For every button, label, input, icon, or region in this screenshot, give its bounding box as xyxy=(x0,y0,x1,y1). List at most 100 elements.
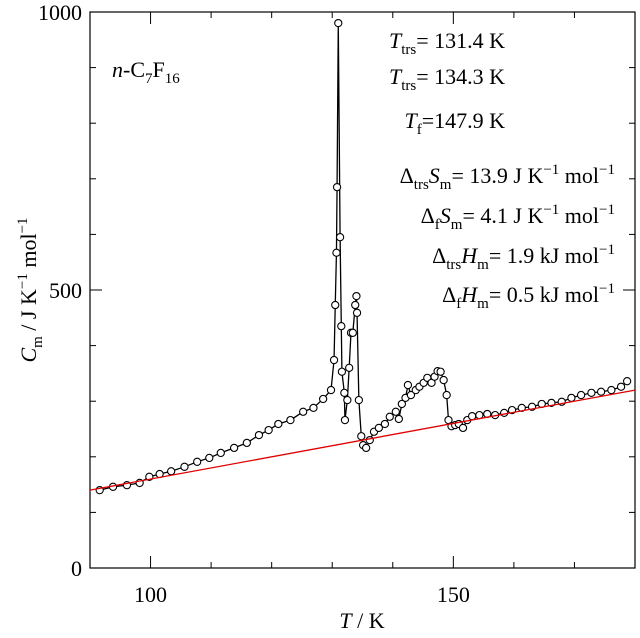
annotation-part: trs xyxy=(414,177,429,193)
compound-label: n-C7F16 xyxy=(112,57,180,87)
data-point xyxy=(596,387,606,396)
compound-label-part: 7 xyxy=(145,71,153,87)
data-point xyxy=(576,390,586,400)
data-point xyxy=(458,423,468,433)
data-point xyxy=(299,407,308,416)
data-point xyxy=(309,403,318,413)
data-point xyxy=(351,300,360,310)
y-axis-label-part: C xyxy=(16,348,41,363)
y-axis-label: Cm / J K−1 mol−1 xyxy=(15,217,46,362)
compound-label-part: n xyxy=(112,57,123,82)
data-point xyxy=(354,395,364,405)
annotation-part: m xyxy=(477,257,489,273)
data-point xyxy=(616,382,626,391)
data-point xyxy=(332,248,341,257)
annotation-part: −1 xyxy=(599,281,615,297)
data-point xyxy=(403,380,413,390)
y-axis-label-part: −1 xyxy=(15,273,31,289)
data-point xyxy=(352,291,361,301)
x-tick-label: 150 xyxy=(437,582,470,607)
data-point xyxy=(180,462,189,471)
data-point xyxy=(406,390,416,400)
data-point xyxy=(229,443,239,453)
data-point xyxy=(318,394,328,404)
annotation-part: = 13.9 J K xyxy=(451,163,543,188)
data-point xyxy=(361,443,371,453)
data-point xyxy=(587,388,596,398)
data-point xyxy=(385,412,394,421)
annotation-part: H xyxy=(460,243,478,268)
data-point xyxy=(254,430,264,440)
y-axis-label-part: mol xyxy=(16,233,41,273)
annotation-part: T xyxy=(389,64,403,89)
data-point xyxy=(374,423,383,433)
data-point xyxy=(332,182,342,192)
x-tick-label: 100 xyxy=(134,582,167,607)
data-point xyxy=(334,18,343,28)
data-point xyxy=(365,435,374,445)
annotation-part: trs xyxy=(401,78,416,94)
x-axis-label: T / K xyxy=(339,608,384,633)
annotation-part: mol xyxy=(559,203,599,228)
annotation-part: −1 xyxy=(543,162,559,178)
x-axis-label-part: T xyxy=(339,608,353,633)
y-axis-label-part: m xyxy=(30,336,46,348)
data-point xyxy=(380,419,390,429)
data-point xyxy=(348,328,357,337)
annotation-part: Δ xyxy=(442,282,456,307)
data-point xyxy=(335,233,345,242)
data-point xyxy=(442,390,451,400)
y-tick-label: 1000 xyxy=(38,0,82,25)
y-axis-label-part: −1 xyxy=(15,217,31,233)
data-point xyxy=(242,438,251,448)
annotation-part: S xyxy=(429,163,440,188)
annotation: Ttrs= 131.4 K xyxy=(389,28,505,58)
annotation-part: T xyxy=(389,28,403,53)
data-point xyxy=(331,300,340,310)
compound-label-part: F xyxy=(153,57,165,82)
data-line xyxy=(89,389,636,491)
annotation: ΔtrsHm= 1.9 kJ mol−1 xyxy=(432,242,615,273)
annotation-part: −1 xyxy=(543,202,559,218)
annotation-part: T xyxy=(404,108,418,133)
data-point xyxy=(205,453,214,463)
annotation: ΔfHm= 0.5 kJ mol−1 xyxy=(442,281,615,312)
data-point xyxy=(467,412,477,421)
y-axis-label-part: / J K xyxy=(16,289,41,336)
annotation-part: −1 xyxy=(599,162,615,178)
y-tick-label: 500 xyxy=(49,278,82,303)
annotation-part: = 0.5 kJ mol xyxy=(489,282,599,307)
annotation-part: = 1.9 kJ mol xyxy=(489,243,599,268)
data-point xyxy=(357,432,366,441)
data-point xyxy=(391,407,400,416)
data-point xyxy=(345,363,354,372)
data-point xyxy=(337,367,347,376)
data-point xyxy=(343,395,352,405)
data-point xyxy=(439,375,448,385)
annotation-part: m xyxy=(477,296,489,312)
data-point xyxy=(394,414,403,424)
data-point xyxy=(264,425,273,435)
data-point xyxy=(193,457,202,466)
data-point xyxy=(567,393,576,403)
data-point xyxy=(622,377,632,386)
annotation-part: −1 xyxy=(599,242,615,258)
annotation-part: S xyxy=(440,203,451,228)
data-point xyxy=(436,367,445,376)
data-point xyxy=(326,385,336,395)
annotation: Ttrs= 134.3 K xyxy=(389,64,505,94)
data-point xyxy=(352,308,362,317)
annotation-part: Δ xyxy=(432,243,446,268)
annotation-part: Δ xyxy=(400,163,414,188)
data-point xyxy=(340,415,350,425)
annotation-part: = 131.4 K xyxy=(416,28,505,53)
annotation-part: H xyxy=(460,282,478,307)
annotation-part: = 4.1 J K xyxy=(462,203,543,228)
y-tick-label: 0 xyxy=(71,556,82,581)
annotation-part: mol xyxy=(559,163,599,188)
annotation-part: =147.9 K xyxy=(422,108,505,133)
annotation-part: m xyxy=(440,177,452,193)
annotation-part: f xyxy=(435,217,440,233)
annotation-part: m xyxy=(451,217,463,233)
